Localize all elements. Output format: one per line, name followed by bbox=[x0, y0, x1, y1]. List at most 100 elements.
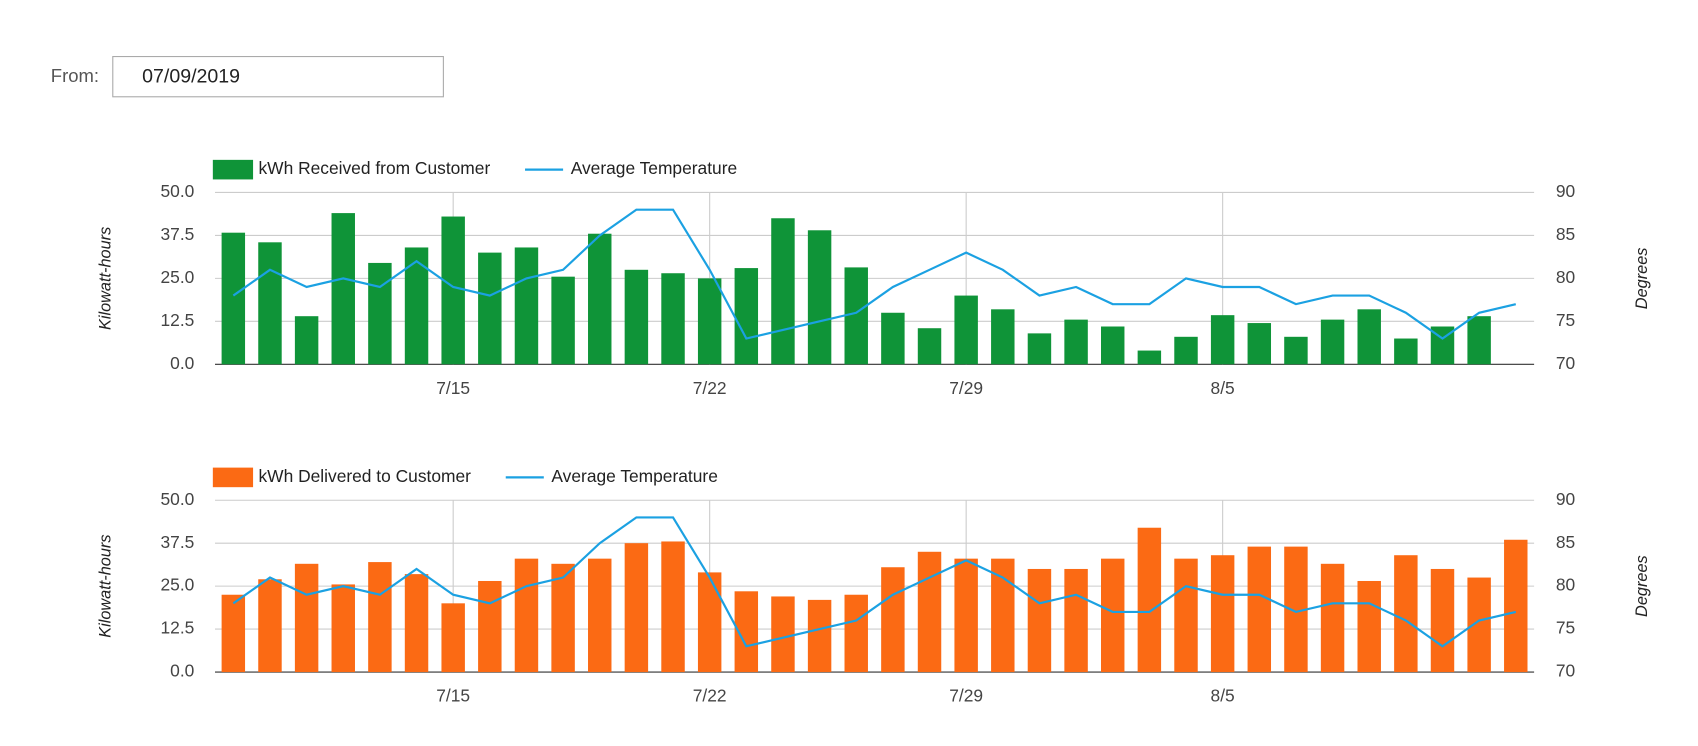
bar bbox=[478, 580, 502, 673]
y2-tick-label: 85 bbox=[1556, 224, 1575, 244]
x-tick-label: 7/29 bbox=[949, 686, 983, 706]
bar bbox=[514, 247, 539, 365]
bar bbox=[991, 309, 1015, 365]
bar bbox=[697, 572, 722, 673]
bar bbox=[734, 591, 759, 673]
y-axis-title: Kilowatt-hours bbox=[97, 227, 115, 330]
bar bbox=[221, 232, 246, 365]
bar bbox=[734, 268, 759, 365]
bar bbox=[221, 594, 246, 673]
bar bbox=[844, 594, 868, 673]
y-tick-label: 50.0 bbox=[161, 489, 195, 509]
legend-label: kWh Received from Customer bbox=[259, 158, 491, 178]
y2-tick-label: 90 bbox=[1556, 489, 1575, 509]
bar bbox=[1137, 350, 1162, 365]
bar bbox=[1100, 558, 1125, 673]
bar bbox=[441, 216, 465, 365]
y-tick-label: 37.5 bbox=[161, 532, 195, 552]
bar bbox=[1394, 338, 1418, 365]
bar bbox=[1247, 323, 1272, 365]
bar bbox=[991, 558, 1015, 673]
bar bbox=[1357, 580, 1381, 673]
bar bbox=[514, 558, 539, 673]
y-tick-label: 37.5 bbox=[161, 224, 195, 244]
bar bbox=[478, 252, 502, 365]
bar bbox=[697, 278, 722, 365]
bar bbox=[1320, 563, 1345, 673]
legend-label: Average Temperature bbox=[551, 466, 717, 486]
temperature-line bbox=[232, 516, 1517, 648]
bar bbox=[588, 558, 612, 673]
bar bbox=[331, 584, 355, 673]
bar bbox=[807, 599, 832, 673]
x-tick-label: 7/22 bbox=[693, 378, 727, 398]
from-label: From: bbox=[51, 65, 99, 86]
y2-axis-title: Degrees bbox=[1633, 555, 1651, 617]
date-input[interactable] bbox=[112, 56, 444, 98]
bar bbox=[954, 558, 978, 673]
bar bbox=[368, 262, 392, 365]
bar bbox=[1430, 326, 1455, 365]
y-tick-label: 0.0 bbox=[170, 661, 194, 681]
x-tick-label: 7/29 bbox=[949, 378, 983, 398]
bar bbox=[258, 242, 282, 365]
legend-swatch bbox=[212, 467, 254, 488]
y-tick-label: 25.0 bbox=[161, 575, 195, 595]
legend-label: kWh Delivered to Customer bbox=[259, 466, 472, 486]
y2-tick-label: 90 bbox=[1556, 181, 1575, 201]
bar bbox=[1394, 555, 1418, 673]
bar bbox=[1247, 546, 1272, 673]
bar bbox=[1467, 316, 1491, 365]
bar bbox=[1064, 568, 1088, 673]
y-tick-label: 25.0 bbox=[161, 267, 195, 287]
bar bbox=[294, 316, 319, 365]
bar bbox=[1467, 577, 1491, 673]
bar bbox=[624, 543, 649, 673]
bar bbox=[588, 233, 612, 365]
bar bbox=[954, 295, 978, 365]
bar bbox=[624, 269, 649, 365]
temperature-line bbox=[232, 208, 1517, 340]
y2-tick-label: 80 bbox=[1556, 267, 1575, 287]
bar bbox=[1027, 568, 1052, 673]
bar bbox=[771, 596, 795, 673]
bar bbox=[661, 273, 685, 365]
y2-axis-title: Degrees bbox=[1633, 248, 1651, 310]
y2-tick-label: 70 bbox=[1556, 353, 1575, 373]
bar bbox=[881, 567, 905, 673]
bar bbox=[551, 276, 575, 365]
bar bbox=[1284, 336, 1308, 365]
x-tick-label: 7/22 bbox=[693, 686, 727, 706]
y-tick-label: 12.5 bbox=[161, 310, 195, 330]
bar bbox=[441, 603, 465, 673]
bar bbox=[294, 563, 319, 673]
date-value: 07/09/2019 bbox=[142, 65, 240, 87]
bar bbox=[368, 562, 392, 673]
bar bbox=[1210, 555, 1235, 673]
bar bbox=[404, 574, 429, 673]
bar bbox=[917, 328, 942, 365]
y2-tick-label: 80 bbox=[1556, 575, 1575, 595]
y-tick-label: 0.0 bbox=[170, 353, 194, 373]
bar bbox=[844, 267, 868, 365]
bar bbox=[1064, 319, 1088, 365]
x-tick-label: 7/15 bbox=[436, 378, 470, 398]
legend-label: Average Temperature bbox=[571, 158, 737, 178]
bar bbox=[1137, 527, 1162, 673]
bar bbox=[1210, 315, 1235, 365]
bar bbox=[1504, 539, 1528, 673]
x-tick-label: 8/5 bbox=[1211, 686, 1235, 706]
y2-tick-label: 85 bbox=[1556, 532, 1575, 552]
bar bbox=[881, 312, 905, 365]
legend-swatch bbox=[212, 159, 254, 180]
y-axis-title: Kilowatt-hours bbox=[97, 535, 115, 638]
bar bbox=[1284, 546, 1308, 673]
bar bbox=[258, 579, 282, 673]
x-tick-label: 7/15 bbox=[436, 686, 470, 706]
bar bbox=[661, 541, 685, 673]
bar bbox=[1100, 326, 1125, 365]
bar bbox=[1027, 333, 1052, 365]
bar bbox=[551, 563, 575, 673]
